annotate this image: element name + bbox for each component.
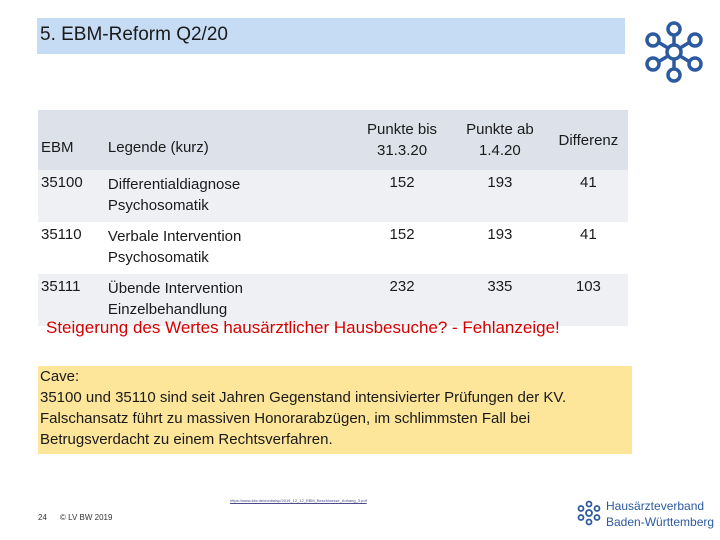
row-code: 35100: [38, 170, 108, 222]
header-legend: Legende (kurz): [107, 110, 354, 170]
row-points-before: 232: [353, 274, 451, 326]
header-points-after-line2: 1.4.20: [479, 142, 521, 159]
association-emblem-icon: [645, 21, 703, 83]
row-points-after: 193: [451, 222, 549, 274]
row-legend-line2: Einzelbehandlung: [107, 301, 228, 318]
header-points-after: Punkte ab 1.4.20: [451, 110, 549, 170]
row-difference: 41: [548, 222, 628, 274]
row-legend: Übende Intervention Einzelbehandlung: [107, 274, 354, 326]
logo-text-line1: Hausärzteverband: [606, 499, 705, 513]
cave-warning-box: Cave: 35100 und 35110 sind seit Jahren G…: [38, 366, 632, 454]
footer-logo: Hausärzteverband Baden-Württemberg: [576, 496, 716, 536]
header-points-before-line2: 31.3.20: [377, 142, 428, 159]
title-bar: 5. EBM-Reform Q2/20: [37, 18, 625, 54]
row-legend-line2: Psychosomatik: [107, 249, 209, 266]
association-emblem-small-icon: [577, 500, 601, 526]
row-legend: Differentialdiagnose Psychosomatik: [107, 170, 354, 222]
statement-text: Steigerung des Wertes hausärztlicher Hau…: [46, 318, 560, 337]
table-row: 35111 Übende Intervention Einzelbehandlu…: [38, 274, 628, 326]
row-points-after: 335: [451, 274, 549, 326]
row-points-before: 152: [353, 222, 451, 274]
header-points-before: Punkte bis 31.3.20: [353, 110, 451, 170]
header-difference: Differenz: [548, 110, 628, 170]
row-legend: Verbale Intervention Psychosomatik: [107, 222, 354, 274]
cave-line: Falschansatz führt zu massiven Honorarab…: [40, 410, 531, 427]
table-header-row: EBM Legende (kurz) Punkte bis 31.3.20 Pu…: [38, 110, 628, 170]
ebm-points-table: EBM Legende (kurz) Punkte bis 31.3.20 Pu…: [38, 110, 628, 326]
table-row: 35100 Differentialdiagnose Psychosomatik…: [38, 170, 628, 222]
header-points-before-line1: Punkte bis: [367, 121, 438, 138]
row-code: 35111: [38, 274, 108, 326]
header-points-after-line1: Punkte ab: [466, 121, 534, 138]
page-number: 24: [38, 513, 47, 522]
source-link[interactable]: https://www.kbv.de/media/sp/2019_12_12_E…: [230, 498, 367, 503]
row-code: 35110: [38, 222, 108, 274]
cave-line: Betrugsverdacht zu einem Rechtsverfahren…: [40, 431, 333, 448]
row-legend-line1: Differentialdiagnose: [107, 176, 241, 193]
slide-title: 5. EBM-Reform Q2/20: [40, 24, 228, 45]
table-row: 35110 Verbale Intervention Psychosomatik…: [38, 222, 628, 274]
row-points-after: 193: [451, 170, 549, 222]
copyright-text: © LV BW 2019: [60, 513, 113, 522]
logo-text-line2: Baden-Württemberg: [606, 515, 715, 529]
row-legend-line2: Psychosomatik: [107, 197, 209, 214]
cave-line: Cave:: [40, 368, 80, 385]
header-ebm: EBM: [38, 110, 108, 170]
row-difference: 103: [548, 274, 628, 326]
row-legend-line1: Verbale Intervention: [107, 228, 242, 245]
cave-line: 35100 und 35110 sind seit Jahren Gegenst…: [40, 389, 567, 406]
row-difference: 41: [548, 170, 628, 222]
row-points-before: 152: [353, 170, 451, 222]
row-legend-line1: Übende Intervention: [107, 280, 244, 297]
